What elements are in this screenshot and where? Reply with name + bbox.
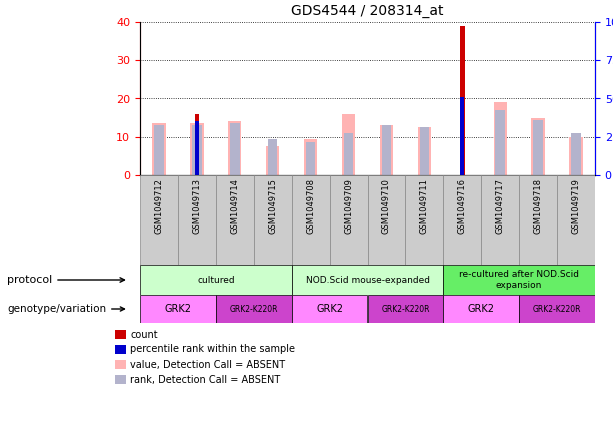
Bar [557, 175, 595, 265]
Bar [178, 175, 216, 265]
Text: GRK2-K220R: GRK2-K220R [533, 305, 581, 313]
Bar [216, 295, 292, 323]
Bar [493, 102, 507, 175]
Bar [140, 175, 178, 265]
Text: percentile rank within the sample: percentile rank within the sample [131, 344, 295, 354]
Bar [292, 175, 330, 265]
Bar [140, 295, 216, 323]
Bar [228, 121, 242, 175]
Bar [382, 125, 391, 175]
Bar [443, 265, 595, 295]
Text: count: count [131, 330, 158, 340]
Text: re-cultured after NOD.Scid
expansion: re-cultured after NOD.Scid expansion [459, 270, 579, 290]
Bar [405, 175, 443, 265]
Text: GSM1049712: GSM1049712 [154, 178, 164, 233]
Text: rank, Detection Call = ABSENT: rank, Detection Call = ABSENT [131, 374, 281, 385]
Bar [368, 295, 443, 323]
Bar [519, 295, 595, 323]
Text: GSM1049710: GSM1049710 [382, 178, 391, 233]
Text: GSM1049709: GSM1049709 [344, 178, 353, 233]
Bar [115, 345, 126, 354]
Bar [519, 175, 557, 265]
Bar [533, 120, 543, 175]
Text: GRK2: GRK2 [164, 304, 191, 314]
Bar [380, 125, 393, 175]
Bar [194, 114, 199, 175]
Text: GSM1049713: GSM1049713 [192, 178, 202, 233]
Bar [195, 121, 199, 175]
Bar [420, 127, 429, 175]
Bar [115, 330, 126, 339]
Bar [216, 175, 254, 265]
Text: cultured: cultured [197, 275, 235, 285]
Bar [531, 118, 545, 175]
Text: NOD.Scid mouse-expanded: NOD.Scid mouse-expanded [305, 275, 430, 285]
Bar [443, 295, 519, 323]
Text: GSM1049715: GSM1049715 [268, 178, 277, 233]
Bar [481, 175, 519, 265]
Text: GSM1049711: GSM1049711 [420, 178, 429, 233]
Text: GSM1049714: GSM1049714 [230, 178, 239, 233]
Bar [495, 110, 505, 175]
Text: genotype/variation: genotype/variation [7, 304, 124, 314]
Text: GSM1049716: GSM1049716 [458, 178, 466, 233]
Bar [460, 26, 465, 175]
Bar [304, 139, 318, 175]
Bar [140, 265, 292, 295]
Bar [115, 360, 126, 369]
Bar [254, 175, 292, 265]
Text: GSM1049718: GSM1049718 [534, 178, 543, 233]
Bar [152, 124, 166, 175]
Bar [190, 124, 204, 175]
Text: GSM1049717: GSM1049717 [496, 178, 504, 233]
Bar [330, 175, 368, 265]
Bar [154, 125, 164, 175]
Bar [417, 127, 431, 175]
Text: GRK2: GRK2 [316, 304, 343, 314]
Bar [292, 295, 368, 323]
Bar [569, 137, 583, 175]
Bar [571, 133, 581, 175]
Bar [443, 175, 481, 265]
Text: GRK2: GRK2 [468, 304, 495, 314]
Text: GSM1049708: GSM1049708 [306, 178, 315, 233]
Bar [292, 265, 443, 295]
Text: GRK2-K220R: GRK2-K220R [381, 305, 430, 313]
Bar [344, 133, 353, 175]
Bar [268, 139, 278, 175]
Text: value, Detection Call = ABSENT: value, Detection Call = ABSENT [131, 360, 286, 370]
Title: GDS4544 / 208314_at: GDS4544 / 208314_at [291, 4, 444, 18]
Text: GRK2-K220R: GRK2-K220R [229, 305, 278, 313]
Bar [192, 125, 202, 175]
Bar [460, 96, 464, 175]
Bar [368, 175, 405, 265]
Text: protocol: protocol [7, 275, 124, 285]
Bar [115, 375, 126, 385]
Bar [342, 114, 355, 175]
Bar [266, 146, 280, 175]
Text: GSM1049719: GSM1049719 [571, 178, 581, 233]
Bar [230, 124, 240, 175]
Bar [306, 143, 315, 175]
